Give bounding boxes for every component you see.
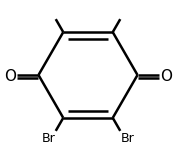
- Text: O: O: [4, 69, 16, 84]
- Text: Br: Br: [121, 132, 134, 145]
- Text: O: O: [160, 69, 172, 84]
- Text: Br: Br: [42, 132, 55, 145]
